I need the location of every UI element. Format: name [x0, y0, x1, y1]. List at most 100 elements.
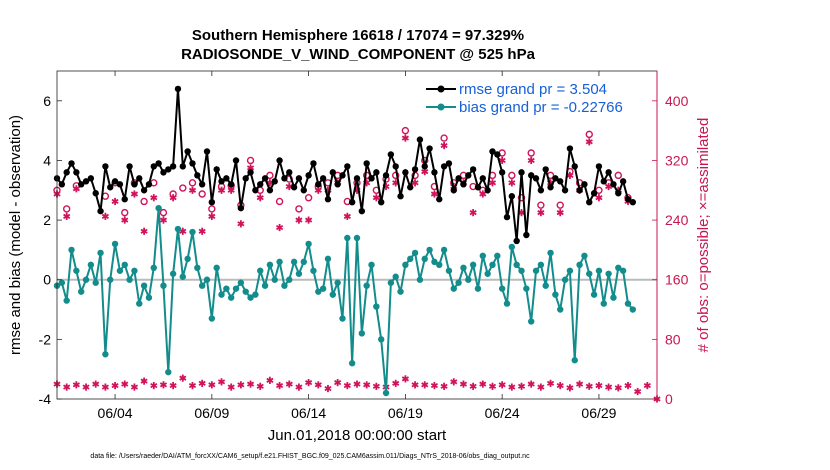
asterisk-stroke — [508, 384, 516, 390]
asterisk-stroke — [169, 383, 177, 389]
asterisk-stroke — [111, 198, 119, 205]
obs-possible-point — [508, 171, 516, 180]
obs-assimilated-point — [169, 381, 177, 390]
obs-assimilated-point — [430, 381, 438, 390]
obs-possible-point — [246, 156, 255, 165]
rmse-point — [469, 166, 477, 173]
obs-possible-point — [159, 208, 168, 217]
rmse-point — [547, 184, 554, 191]
bias-point — [474, 285, 482, 292]
obs-assimilated-point — [488, 179, 497, 187]
obs-possible-point — [121, 208, 129, 217]
bias-point — [107, 276, 114, 283]
asterisk-stroke — [440, 142, 448, 149]
y-tick-label-right: 400 — [665, 93, 689, 109]
asterisk-stroke — [188, 187, 197, 193]
rmse-point — [111, 178, 119, 185]
bias-point — [184, 255, 191, 263]
bias-point — [557, 306, 564, 313]
bias-point — [329, 291, 337, 298]
asterisk-stroke — [605, 384, 613, 390]
asterisk-stroke — [479, 191, 487, 197]
rmse-point — [136, 175, 143, 182]
obs-assimilated-point — [363, 381, 371, 389]
asterisk-stroke — [556, 383, 564, 389]
y-tick-label-left: 0 — [43, 272, 51, 288]
asterisk-stroke — [198, 380, 206, 386]
rmse-point — [252, 187, 259, 194]
asterisk-stroke — [585, 383, 593, 389]
rmse-point — [324, 196, 332, 203]
asterisk-stroke — [140, 228, 148, 234]
obs-assimilated-point — [169, 194, 177, 202]
obs-assimilated-point — [266, 376, 274, 384]
bias-point — [426, 246, 433, 254]
rmse-point — [165, 166, 172, 173]
rmse-point — [261, 175, 269, 182]
bias-point — [469, 261, 477, 269]
bias-point — [339, 315, 346, 322]
bias-point — [286, 276, 293, 283]
rmse-point — [203, 148, 211, 155]
bias-point — [310, 267, 317, 274]
obs-possible-point — [62, 205, 71, 213]
asterisk-stroke — [266, 377, 274, 383]
rmse-point — [227, 181, 235, 188]
y-axis-label-left: rmse and bias (model - observation) — [7, 115, 24, 355]
asterisk-stroke — [237, 382, 245, 388]
bias-point — [198, 282, 206, 289]
y-tick-label-left: -4 — [39, 391, 52, 407]
bias-point — [160, 282, 167, 289]
legend-box — [420, 76, 648, 116]
obs-possible-point — [140, 197, 148, 206]
asterisk-stroke — [488, 383, 497, 389]
obs-assimilated-point — [101, 212, 109, 220]
asterisk-stroke — [430, 383, 438, 389]
asterisk-stroke — [566, 385, 574, 391]
chart-title-line2: RADIOSONDE_V_WIND_COMPONENT @ 525 hPa — [181, 46, 536, 63]
legend-bias-label: bias grand pr = -0.22766 — [459, 99, 623, 116]
rmse-point — [169, 163, 177, 170]
asterisk-stroke — [343, 383, 351, 389]
obs-assimilated-point — [450, 378, 458, 386]
obs-possible-point — [440, 134, 448, 142]
obs-assimilated-point — [401, 375, 409, 383]
obs-assimilated-point — [372, 382, 380, 390]
rmse-point — [436, 196, 443, 203]
obs-assimilated-point — [237, 220, 245, 228]
asterisk-stroke — [295, 217, 303, 223]
bias-point — [392, 273, 399, 280]
obs-possible-point — [179, 184, 187, 192]
bias-point — [290, 258, 298, 266]
rmse-point — [319, 175, 327, 182]
obs-assimilated-point — [140, 227, 148, 235]
y-tick-label-right: 320 — [665, 152, 689, 168]
asterisk-stroke — [101, 384, 109, 390]
asterisk-stroke — [430, 191, 438, 197]
obs-assimilated-point — [179, 374, 187, 382]
bias-point — [82, 276, 90, 283]
asterisk-stroke — [479, 381, 487, 387]
obs-possible-point — [517, 194, 526, 202]
asterisk-stroke — [314, 382, 322, 388]
bias-point — [97, 249, 104, 257]
asterisk-stroke — [188, 383, 197, 389]
legend: rmse grand pr = 3.504 bias grand pr = -0… — [420, 76, 648, 116]
obs-assimilated-point — [111, 197, 119, 206]
rmse-point — [610, 181, 617, 188]
bias-point — [276, 258, 283, 266]
asterisk-stroke — [159, 382, 168, 388]
rmse-point — [107, 184, 114, 191]
obs-assimilated-point — [208, 212, 216, 220]
obs-assimilated-point — [392, 379, 400, 387]
bias-point — [363, 282, 370, 289]
asterisk-stroke — [130, 384, 138, 390]
asterisk-stroke — [208, 213, 216, 219]
rmse-point — [402, 169, 409, 176]
bias-point — [421, 255, 428, 263]
asterisk-stroke — [440, 383, 448, 389]
rmse-point — [465, 172, 472, 179]
bias-point — [126, 276, 133, 283]
obs-assimilated-point — [605, 383, 613, 391]
asterisk-stroke — [634, 388, 642, 395]
